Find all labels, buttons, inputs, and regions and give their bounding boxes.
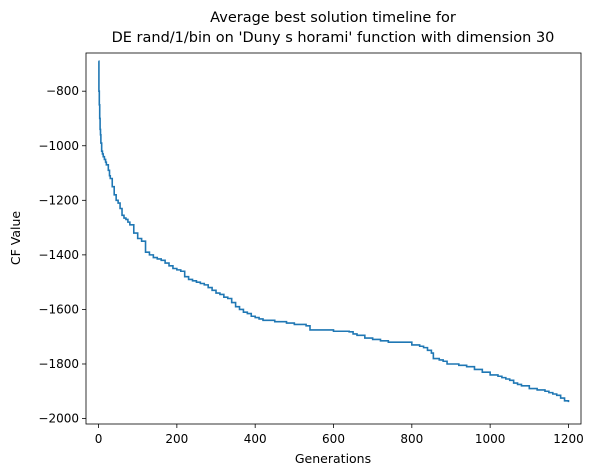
plot-area [86, 53, 581, 424]
y-tick-label: −1000 [38, 139, 79, 153]
x-tick-label: 600 [322, 432, 345, 446]
y-axis-label: CF Value [8, 211, 23, 266]
x-axis-label: Generations [295, 451, 371, 466]
y-axis-ticks: −2000 −1800 −1600 −1400 −1200 −1000 −800 [38, 84, 86, 426]
series-line [98, 60, 570, 403]
chart-title-line-2: DE rand/1/bin on 'Duny s horami' functio… [112, 30, 555, 46]
x-tick-label: 800 [400, 432, 423, 446]
plot-frame [85, 52, 582, 425]
y-tick-label: −2000 [38, 412, 79, 426]
x-tick-label: 0 [95, 432, 103, 446]
y-tick-label: −1600 [38, 302, 79, 316]
x-tick-label: 1000 [475, 432, 506, 446]
x-tick-label: 200 [165, 432, 188, 446]
y-tick-label: −1800 [38, 357, 79, 371]
chart-title-line-1: Average best solution timeline for [210, 10, 456, 26]
y-tick-label: −1200 [38, 193, 79, 207]
x-tick-label: 400 [244, 432, 267, 446]
y-tick-label: −1400 [38, 248, 79, 262]
x-axis-ticks: 0 200 400 600 800 1000 1200 [95, 424, 584, 446]
y-tick-label: −800 [46, 84, 79, 98]
x-tick-label: 1200 [553, 432, 584, 446]
